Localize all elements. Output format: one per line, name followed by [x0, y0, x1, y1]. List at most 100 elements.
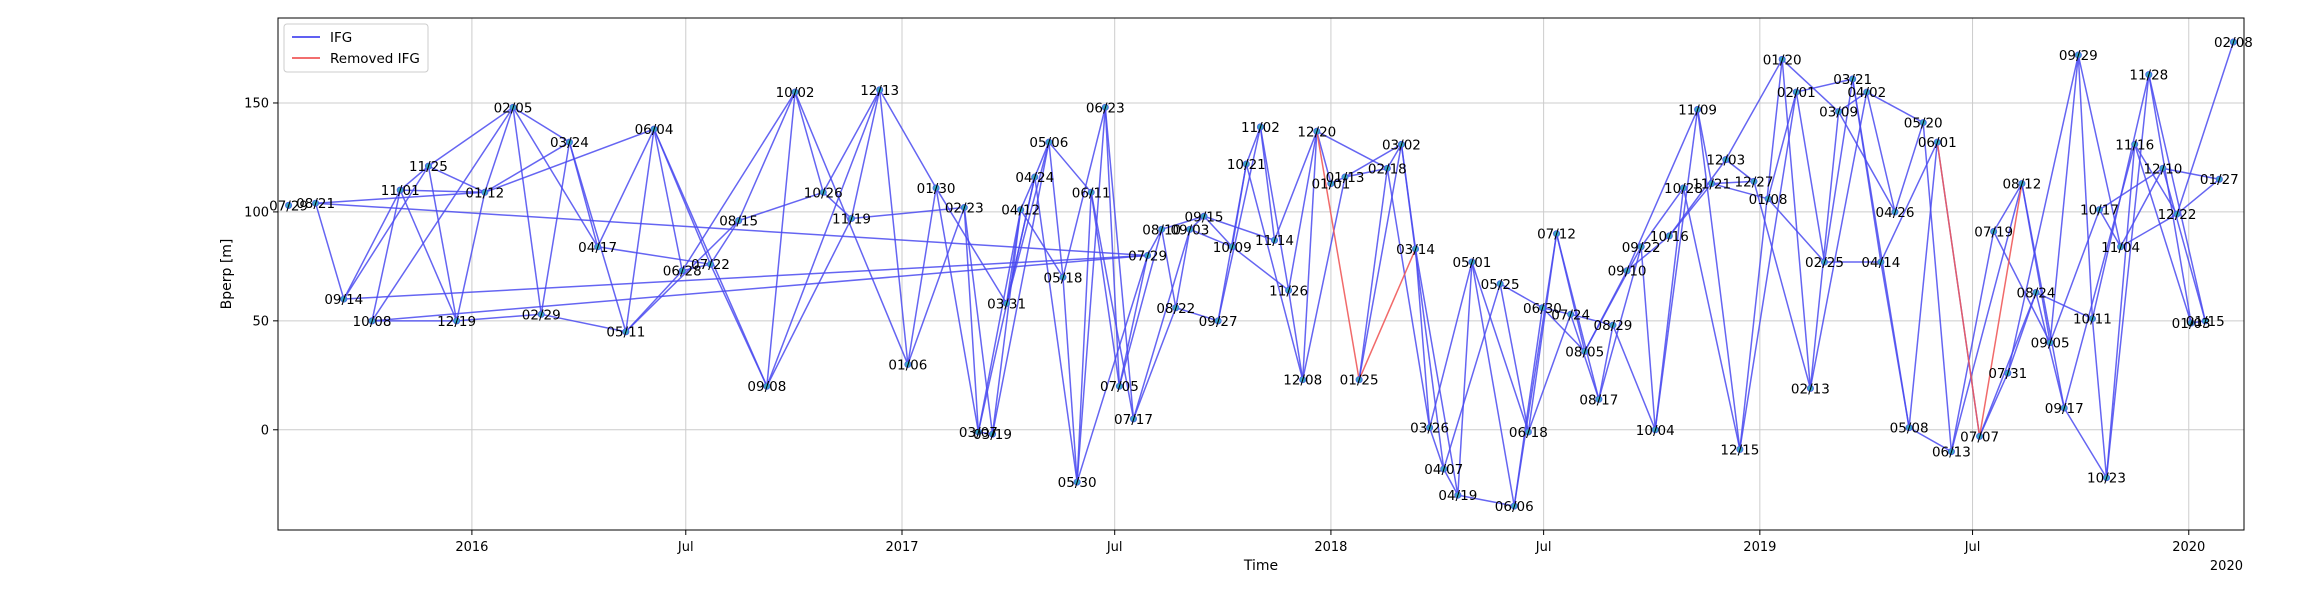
acquisition-date-label: 06/04 [635, 122, 674, 138]
acquisition-node [1651, 426, 1659, 434]
ifg-edge [1160, 229, 1177, 308]
acquisition-node [1764, 195, 1772, 203]
ifg-edge [2105, 74, 2150, 478]
x-tick-label: Jul [1964, 540, 1981, 555]
ifg-edge [484, 128, 655, 194]
ifg-edge [1880, 261, 1910, 428]
ifg-edge [400, 189, 485, 194]
ifg-edge [1231, 246, 1290, 291]
ifg-edge [1090, 192, 1135, 420]
acquisition-date-label: 08/22 [1156, 301, 1195, 317]
acquisition-node [368, 317, 376, 325]
acquisition-node [2046, 339, 2054, 347]
acquisition-node [1214, 317, 1222, 325]
ifg-edge [1034, 176, 1078, 483]
ifg-edge [597, 246, 711, 265]
ifg-edge [1950, 183, 2023, 452]
removed-ifg-edge [1936, 142, 1981, 437]
acquisition-date-label: 09/14 [324, 292, 363, 308]
acquisition-node [1792, 88, 1800, 96]
ifg-edge [1104, 107, 1121, 387]
acquisition-date-label: 03/14 [1396, 242, 1435, 258]
acquisition-date-label: 09/27 [1199, 314, 1238, 330]
acquisition-node [1115, 382, 1123, 390]
acquisition-date-label: 10/28 [1664, 181, 1703, 197]
x-tick-label: Jul [677, 540, 694, 555]
acquisition-node [847, 214, 855, 222]
acquisition-node [1087, 188, 1095, 196]
acquisition-date-label: 05/06 [1029, 135, 1068, 151]
acquisition-node [1708, 180, 1716, 188]
ifg-edge [1654, 187, 1685, 430]
ifg-edge [738, 191, 824, 222]
acquisition-node [1496, 280, 1504, 288]
ifg-edge [1019, 176, 1036, 211]
acquisition-node [1877, 258, 1885, 266]
ifg-edge [2176, 178, 2220, 215]
ifg-edge [1569, 314, 1600, 400]
ifg-edge [1048, 142, 1064, 278]
ifg-edge [709, 220, 740, 265]
acquisition-date-label: 06/06 [1495, 499, 1534, 515]
acquisition-node [988, 430, 996, 438]
acquisition-date-label: 09/22 [1622, 240, 1661, 256]
ifg-edge [1189, 228, 1233, 248]
ifg-edge [625, 220, 740, 333]
acquisition-date-label: 11/28 [2129, 68, 2168, 84]
acquisition-node [2088, 315, 2096, 323]
ifg-edge [1005, 141, 1050, 304]
ifg-edge [1725, 159, 1755, 182]
ifg-edge [2035, 292, 2065, 409]
acquisition-date-label: 03/24 [550, 135, 589, 151]
acquisition-date-label: 02/23 [945, 201, 984, 217]
acquisition-date-label: 01/08 [1749, 192, 1788, 208]
acquisition-node [1426, 424, 1434, 432]
acquisition-date-label: 05/25 [1481, 277, 1520, 293]
acquisition-date-label: 10/09 [1213, 240, 1252, 256]
acquisition-node [974, 428, 982, 436]
acquisition-date-label: 10/04 [1636, 423, 1675, 439]
acquisition-date-label: 06/13 [1932, 445, 1971, 461]
ifg-edge [456, 313, 542, 322]
ifg-edge [1062, 107, 1107, 278]
acquisition-date-label: 06/11 [1072, 185, 1111, 201]
acquisition-date-label: 02/01 [1777, 85, 1816, 101]
ifg-edge [399, 165, 429, 191]
acquisition-node [340, 295, 348, 303]
removed-ifg-edge [1316, 131, 1360, 380]
acquisition-node [1285, 286, 1293, 294]
ifg-edge [1781, 59, 1812, 389]
acquisition-date-label: 07/29 [1128, 248, 1167, 264]
acquisition-node [876, 86, 884, 94]
ifg-edge [977, 209, 1022, 433]
acquisition-node [2095, 206, 2103, 214]
ifg-edge [1753, 181, 1812, 389]
acquisition-date-label: 07/22 [691, 257, 730, 273]
y-tick-label: 0 [261, 423, 269, 438]
ifg-edge [1696, 109, 1713, 184]
ifg-edge [2007, 292, 2037, 374]
acquisition-date-label: 09/10 [1608, 264, 1647, 280]
ifg-edge [1908, 426, 1952, 453]
acquisition-node [1665, 232, 1673, 240]
acquisition-date-label: 04/14 [1861, 255, 1900, 271]
ifg-edge [512, 106, 599, 248]
acquisition-date-label: 11/02 [1241, 120, 1280, 136]
ifg-edge [1527, 233, 1558, 433]
acquisition-node [2201, 317, 2209, 325]
ifg-edge [1993, 231, 2051, 343]
ifg-edge [1796, 78, 1853, 93]
ifg-edges [314, 41, 2235, 507]
acquisition-node [1947, 448, 1955, 456]
ifg-edge [371, 106, 514, 322]
ifg-edge [991, 142, 1050, 435]
acquisition-date-label: 05/11 [606, 325, 645, 341]
ifg-edge [653, 128, 683, 271]
acquisition-date-label: 03/07 [959, 425, 998, 441]
ifg-edge [850, 89, 881, 219]
ifg-edge [1711, 180, 1755, 185]
ifg-edge [1358, 144, 1403, 380]
x-tick-label: 2018 [1314, 540, 1347, 555]
ifg-edge [1668, 159, 1727, 237]
acquisition-node [509, 103, 517, 111]
